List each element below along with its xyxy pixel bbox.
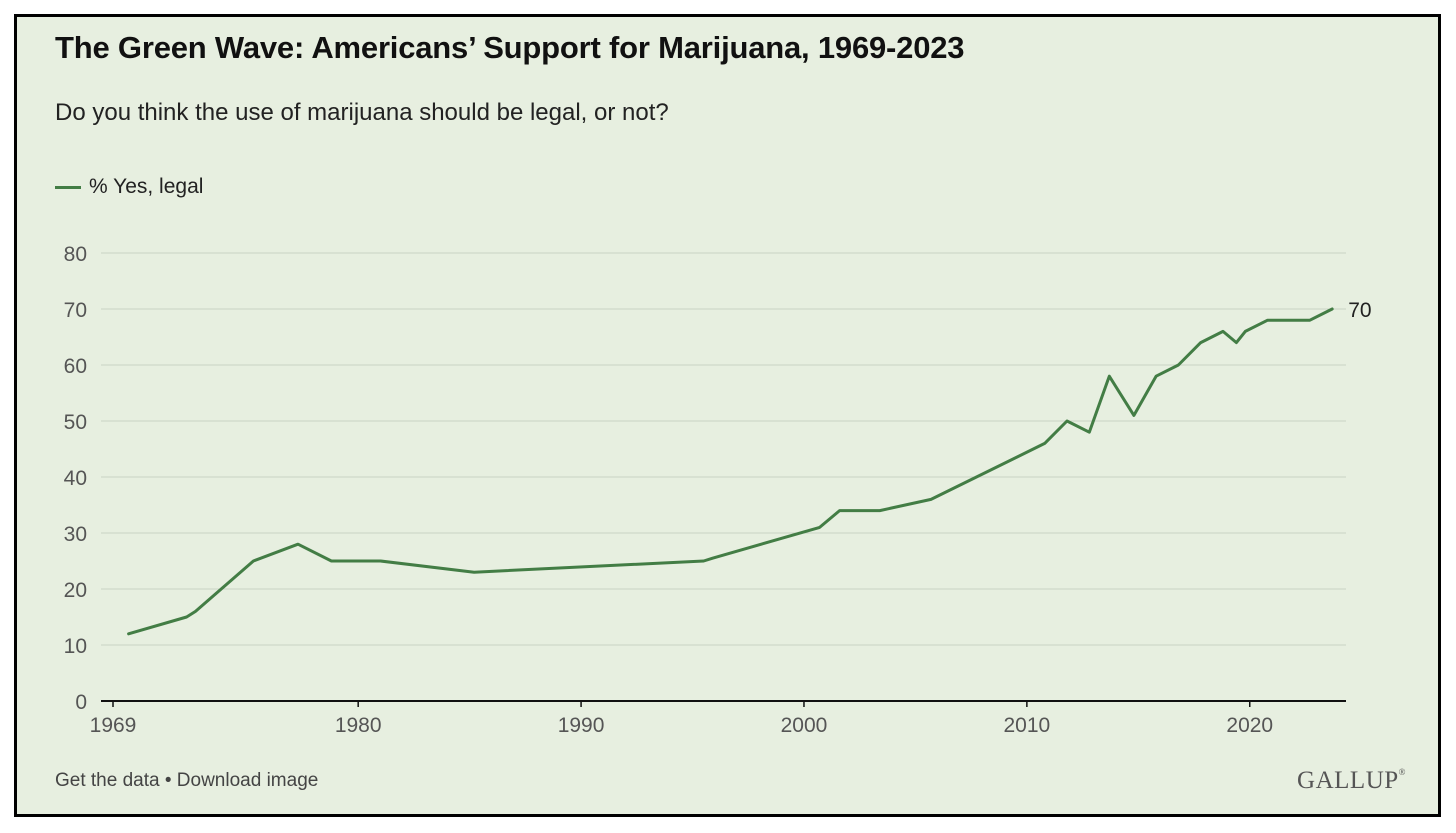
- line-chart: 0 10 20 30 40 50 60 70 80 1969 1980 1990 2000 2010 202…: [64, 243, 1372, 737]
- x-tick-label: 2000: [781, 714, 828, 737]
- x-tick-label: 1980: [335, 714, 382, 737]
- y-tick-label: 50: [64, 411, 87, 434]
- y-tick-label: 20: [64, 579, 87, 602]
- gallup-logo: GALLUP®: [1297, 767, 1406, 794]
- y-tick-label: 30: [64, 523, 87, 546]
- y-tick-label: 0: [75, 691, 87, 714]
- legend-swatch: [55, 185, 81, 189]
- legend-label: % Yes, legal: [89, 175, 204, 198]
- download-image-link[interactable]: Download image: [176, 770, 319, 791]
- x-tick-label: 2020: [1226, 714, 1273, 737]
- footer-links: Get the data • Download image: [55, 770, 318, 792]
- chart-subtitle: Do you think the use of marijuana should…: [55, 99, 669, 126]
- x-tick-label: 1969: [90, 714, 137, 737]
- y-tick-label: 40: [64, 467, 87, 490]
- chart-title: The Green Wave: Americans’ Support for M…: [55, 30, 965, 65]
- y-tick-label: 70: [64, 299, 87, 322]
- y-tick-label: 80: [64, 243, 87, 266]
- x-tick-label: 1990: [558, 714, 605, 737]
- legend: % Yes, legal: [55, 175, 203, 199]
- footer-separator: •: [159, 770, 177, 791]
- get-data-link[interactable]: Get the data: [55, 770, 160, 791]
- end-value-label: 70: [1348, 299, 1371, 322]
- series-line-yes-legal: [127, 307, 1334, 636]
- chart-frame: The Green Wave: Americans’ Support for M…: [14, 14, 1441, 817]
- y-tick-label: 10: [64, 635, 87, 658]
- y-tick-label: 60: [64, 355, 87, 378]
- x-tick-label: 2010: [1004, 714, 1051, 737]
